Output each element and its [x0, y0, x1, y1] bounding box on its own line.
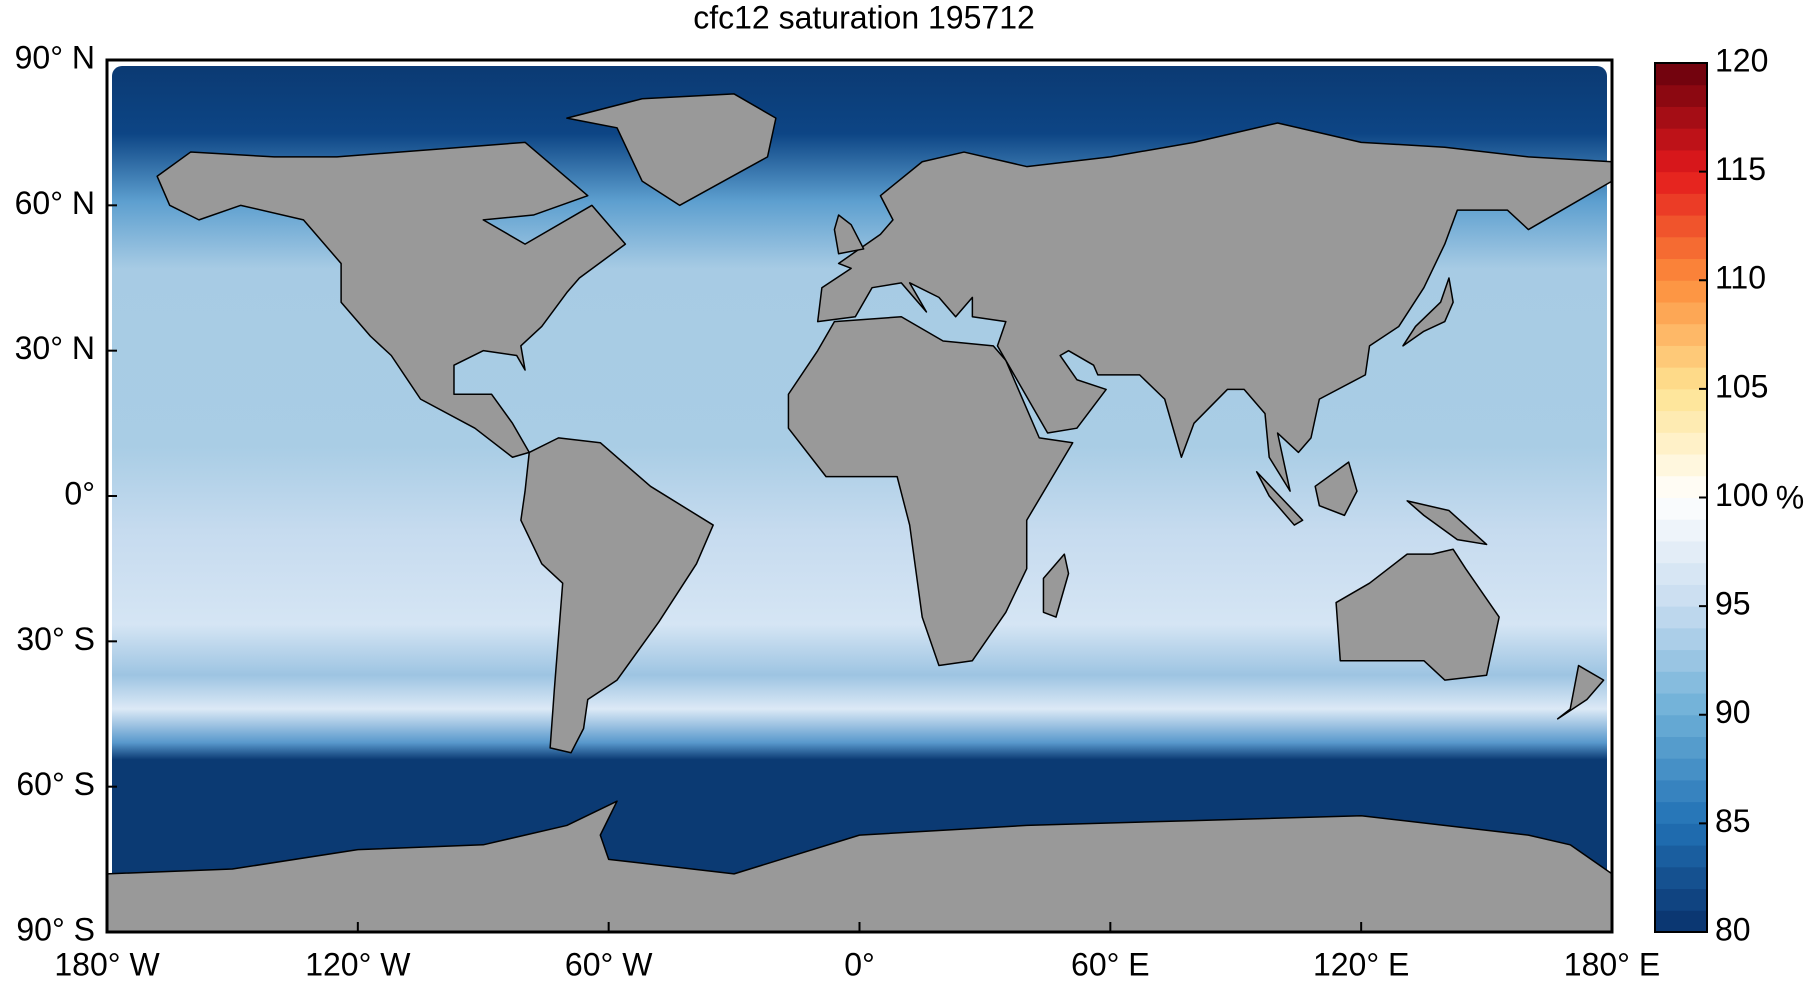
y-tick-label: 60° N — [15, 185, 95, 221]
y-tick-label: 60° S — [16, 766, 95, 802]
colorbar-cell — [1655, 823, 1707, 846]
colorbar-cell — [1655, 693, 1707, 716]
y-tick-label: 90° S — [16, 911, 95, 947]
great-britain — [834, 215, 863, 254]
colorbar-cell — [1655, 736, 1707, 759]
australia — [1336, 549, 1499, 680]
colorbar-cell — [1655, 301, 1707, 325]
colorbar-cell — [1655, 454, 1707, 477]
colorbar-tick-label: 85 — [1715, 803, 1751, 839]
colorbar-cell — [1655, 432, 1707, 455]
borneo — [1315, 462, 1357, 515]
sumatra — [1257, 472, 1303, 525]
x-tick-label: 120° W — [305, 946, 411, 982]
y-tick-label: 30° S — [16, 621, 95, 657]
colorbar-cell — [1655, 128, 1707, 151]
japan — [1403, 278, 1453, 346]
colorbar-tick-label: 110 — [1715, 260, 1766, 296]
colorbar-cell — [1655, 519, 1707, 542]
eurasia — [818, 123, 1612, 491]
north-america — [157, 142, 625, 457]
africa — [788, 317, 1072, 666]
colorbar-cell — [1655, 84, 1707, 107]
colorbar-cell — [1655, 562, 1707, 585]
colorbar-cell — [1655, 758, 1707, 781]
colorbar-cell — [1655, 106, 1707, 129]
colorbar-tick-label: 80 — [1715, 911, 1751, 947]
y-tick-label: 30° N — [15, 330, 95, 366]
colorbar-cell — [1655, 236, 1707, 260]
colorbar-tick-label: 120 — [1715, 42, 1768, 78]
colorbar-label: % — [1776, 479, 1804, 515]
colorbar-cell — [1655, 627, 1707, 651]
colorbar-cell — [1655, 171, 1707, 194]
colorbar-tick-label: 105 — [1715, 368, 1768, 404]
colorbar-cell — [1655, 388, 1707, 412]
chart-title: cfc12 saturation 195712 — [693, 0, 1035, 35]
colorbar-cell — [1655, 540, 1707, 564]
south-america — [521, 438, 713, 753]
colorbar-cell — [1655, 671, 1707, 694]
greenland — [567, 94, 776, 205]
colorbar-tick-label: 90 — [1715, 694, 1751, 730]
madagascar — [1043, 554, 1068, 617]
colorbar-cell — [1655, 149, 1707, 173]
colorbar-cell — [1655, 345, 1707, 368]
new-zealand — [1558, 666, 1604, 719]
colorbar-cell — [1655, 584, 1707, 607]
colorbar-cell — [1655, 280, 1707, 303]
y-tick-label: 0° — [64, 475, 95, 511]
colorbar-cell — [1655, 475, 1707, 498]
colorbar-cell — [1655, 910, 1707, 933]
land-masses — [107, 94, 1612, 932]
colorbar-cell — [1655, 258, 1707, 281]
y-tick-label: 90° N — [15, 39, 95, 75]
colorbar-cell — [1655, 779, 1707, 803]
colorbar-tick-label: 100 — [1715, 477, 1768, 513]
colorbar-cell — [1655, 606, 1707, 629]
x-tick-label: 180° E — [1564, 946, 1660, 982]
colorbar-cell — [1655, 410, 1707, 433]
colorbar-tick-label: 95 — [1715, 586, 1751, 622]
x-tick-label: 60° W — [565, 946, 653, 982]
colorbar-cell — [1655, 714, 1707, 737]
colorbar-cell — [1655, 323, 1707, 346]
colorbar-cell — [1655, 866, 1707, 890]
x-tick-label: 120° E — [1313, 946, 1409, 982]
colorbar-cell — [1655, 845, 1707, 868]
colorbar-cell — [1655, 649, 1707, 672]
colorbar-cell — [1655, 193, 1707, 216]
colorbar-tick-label: 115 — [1715, 151, 1766, 187]
map-area — [107, 58, 1612, 932]
x-tick-label: 60° E — [1071, 946, 1150, 982]
x-tick-label: 180° W — [54, 946, 160, 982]
colorbar-cell — [1655, 888, 1707, 911]
colorbar-cell — [1655, 497, 1707, 520]
colorbar-cell — [1655, 367, 1707, 390]
colorbar-cell — [1655, 215, 1707, 238]
colorbar-cell — [1655, 801, 1707, 824]
x-tick-label: 0° — [844, 946, 875, 982]
colorbar-cell — [1655, 63, 1707, 86]
new-guinea — [1407, 501, 1486, 545]
